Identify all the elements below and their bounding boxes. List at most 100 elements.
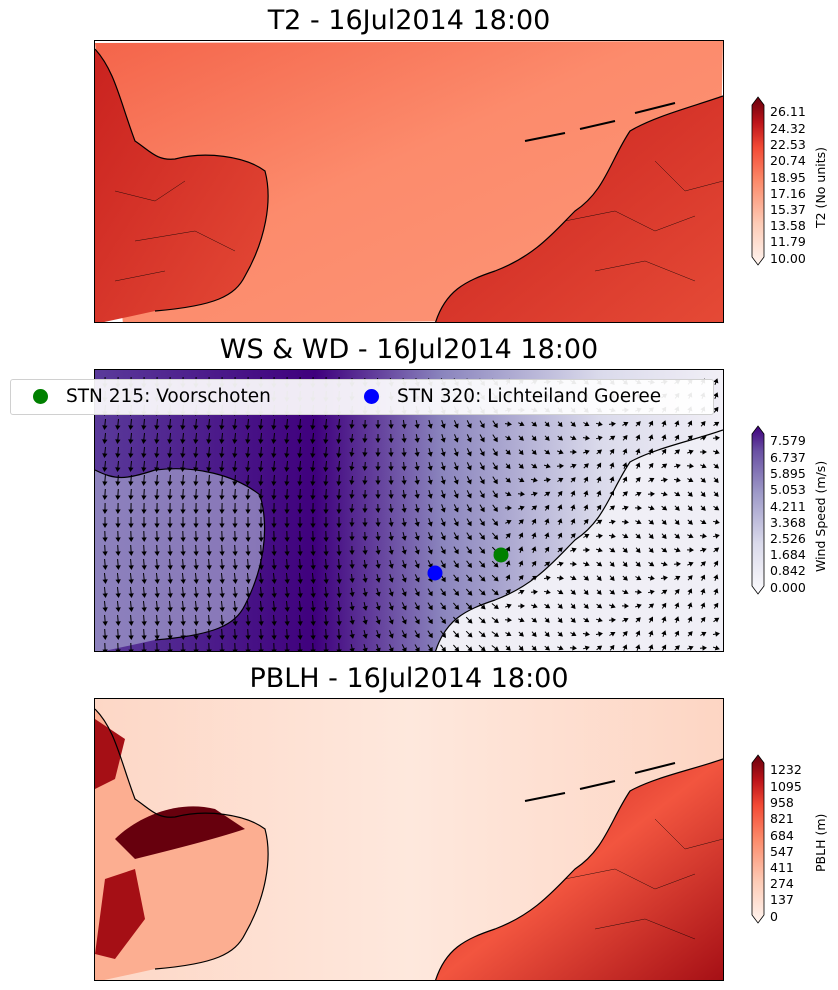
- wind-arrowhead: [637, 505, 642, 511]
- wind-arrowhead: [206, 607, 212, 612]
- wind-arrowhead: [297, 523, 303, 528]
- wind-arrowhead: [180, 425, 186, 430]
- wind-arrowhead: [713, 378, 719, 384]
- wind-arrowhead: [102, 453, 108, 458]
- wind-arrowhead: [559, 463, 564, 469]
- wind-arrowhead: [623, 505, 629, 511]
- wind-arrowhead: [323, 509, 329, 514]
- legend-item-320: STN 320: Lichteiland Goeree: [364, 386, 661, 407]
- wind-arrowhead: [297, 621, 303, 626]
- wind-arrowhead: [558, 589, 564, 595]
- wind-arrowhead: [662, 561, 668, 567]
- wind-arrowhead: [102, 593, 108, 598]
- wind-arrowhead: [493, 646, 499, 651]
- wind-arrowhead: [388, 424, 394, 429]
- wind-arrowhead: [388, 591, 394, 597]
- wind-arrowhead: [284, 523, 290, 528]
- wind-arrowhead: [467, 632, 473, 638]
- wind-arrowhead: [676, 477, 681, 483]
- wind-arrowhead: [661, 533, 667, 540]
- wind-arrowhead: [454, 632, 460, 638]
- wind-arrowhead: [258, 649, 264, 651]
- wind-arrowhead: [115, 453, 121, 458]
- wind-arrowhead: [558, 449, 564, 455]
- wind-arrowhead: [623, 533, 629, 539]
- wind-arrowhead: [661, 434, 667, 440]
- wind-arrowhead: [480, 632, 486, 638]
- wind-arrowhead: [453, 507, 459, 513]
- wind-arrowhead: [700, 588, 706, 594]
- wind-arrowhead: [362, 522, 368, 527]
- wind-arrowhead: [336, 523, 342, 528]
- wind-arrowhead: [141, 537, 147, 542]
- wind-arrowhead: [715, 631, 720, 637]
- wind-arrowhead: [336, 635, 342, 640]
- wind-arrowhead: [180, 551, 186, 556]
- wind-arrowhead: [701, 631, 707, 637]
- wind-arrowhead: [193, 439, 199, 444]
- wind-arrowhead: [271, 495, 277, 500]
- wind-arrowhead: [518, 519, 524, 525]
- wind-arrowhead: [375, 466, 381, 471]
- wind-arrowhead: [635, 462, 641, 468]
- wind-arrowhead: [427, 618, 433, 625]
- wind-arrowhead: [310, 523, 316, 528]
- wind-arrowhead: [401, 619, 407, 625]
- wind-arrowhead: [232, 537, 238, 542]
- wind-arrowhead: [271, 537, 277, 542]
- wind-arrowhead: [284, 565, 290, 570]
- wind-arrowhead: [661, 505, 668, 511]
- wind-arrowhead: [102, 649, 108, 651]
- wind-arrowhead: [467, 618, 473, 624]
- wind-arrowhead: [310, 495, 316, 500]
- wind-arrowhead: [323, 467, 329, 472]
- wind-arrowhead: [219, 523, 225, 528]
- wind-arrowhead: [206, 439, 212, 444]
- wind-arrowhead: [466, 423, 472, 429]
- wind-arrowhead: [271, 621, 277, 626]
- wind-arrowhead: [414, 591, 420, 597]
- wind-arrowhead: [545, 589, 551, 595]
- wind-arrowhead: [571, 463, 577, 469]
- wind-arrowhead: [102, 509, 108, 514]
- wind-arrowhead: [454, 618, 460, 624]
- wind-arrowhead: [414, 563, 420, 569]
- wind-arrowhead: [284, 579, 290, 584]
- wind-arrowhead: [441, 646, 446, 651]
- map-wind: [94, 369, 724, 652]
- wind-arrowhead: [128, 607, 134, 612]
- wind-arrowhead: [610, 632, 616, 637]
- colorbar-tick: 22.53: [770, 137, 806, 152]
- wind-arrowhead: [310, 467, 316, 472]
- wind-arrowhead: [362, 633, 368, 639]
- wind-arrowhead: [336, 621, 342, 626]
- wind-arrowhead: [453, 423, 459, 429]
- wind-arrowhead: [180, 621, 186, 626]
- wind-arrowhead: [557, 421, 563, 428]
- wind-arrowhead: [128, 425, 134, 430]
- wind-arrowhead: [635, 421, 641, 427]
- wind-arrowhead: [336, 649, 342, 651]
- wind-arrowhead: [271, 509, 277, 514]
- england-high-pblh: [115, 806, 245, 859]
- wind-arrowhead: [583, 518, 589, 525]
- wind-arrowhead: [518, 463, 524, 469]
- wind-arrowhead: [154, 635, 160, 640]
- wind-arrowhead: [180, 453, 186, 458]
- wind-arrowhead: [570, 589, 576, 595]
- colorbar-pblh: [751, 754, 765, 924]
- wind-arrowhead: [414, 493, 420, 499]
- wind-arrowhead: [323, 439, 329, 444]
- wind-arrowhead: [167, 607, 173, 612]
- wind-arrowhead: [688, 645, 694, 651]
- wind-arrowhead: [492, 479, 498, 485]
- wind-arrowhead: [545, 491, 551, 497]
- wind-arrowhead: [336, 565, 342, 570]
- wind-arrowhead: [518, 546, 524, 552]
- wind-arrowhead: [193, 467, 199, 472]
- wind-arrowhead: [585, 547, 590, 553]
- wind-arrowhead: [609, 462, 615, 468]
- wind-arrowhead: [622, 561, 628, 568]
- wind-arrowhead: [193, 607, 199, 612]
- wind-arrowhead: [453, 521, 459, 527]
